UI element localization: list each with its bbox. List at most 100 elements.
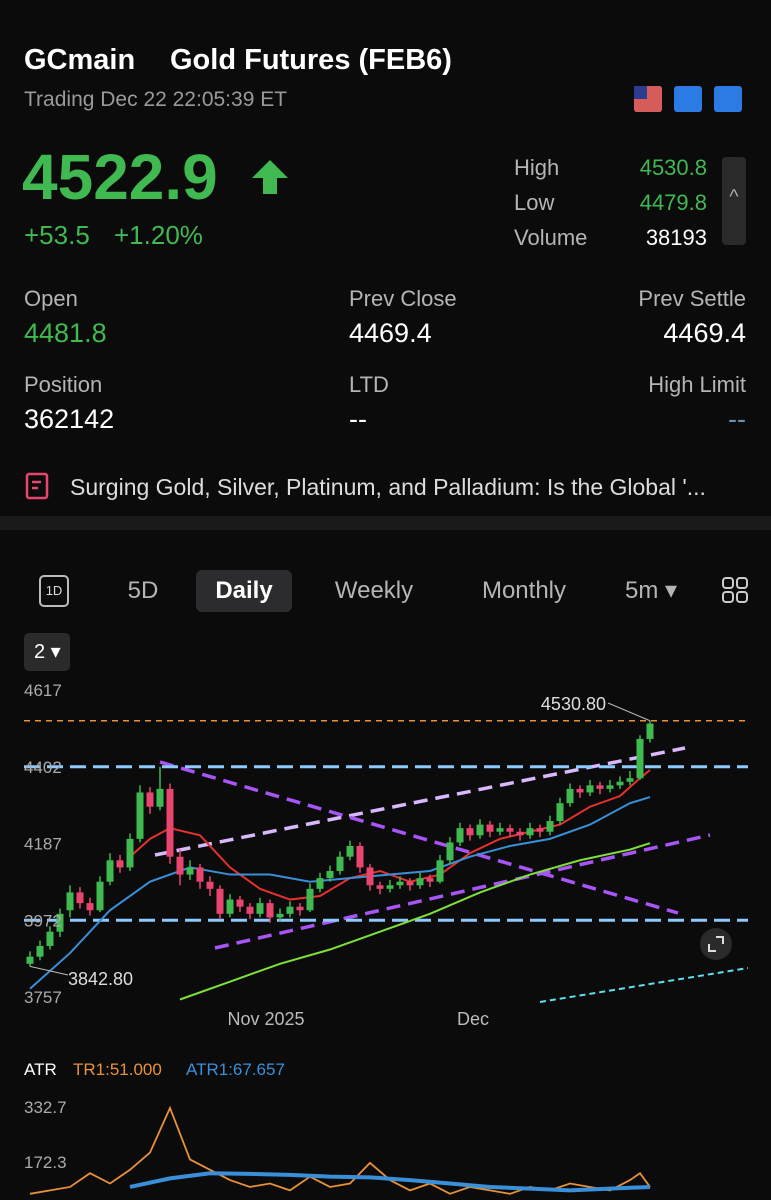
candle-body [136, 792, 144, 839]
candle-body [546, 821, 554, 832]
candle-body [436, 860, 444, 882]
summary-label: High [514, 155, 560, 180]
candle-body [266, 903, 274, 918]
x-tick-label: Nov 2025 [227, 1009, 304, 1029]
y-tick-label: 4187 [24, 835, 62, 854]
candle-body [396, 881, 404, 886]
status: Trading Dec 22 22:05:39 ET [24, 88, 288, 111]
candle-body [366, 867, 374, 886]
divider [0, 516, 771, 530]
candle-body [246, 906, 254, 914]
indicator-count[interactable]: 2 ▾ [24, 633, 70, 671]
candle-body [386, 885, 394, 889]
candle-body [376, 885, 384, 889]
price: 4522.9 [22, 141, 218, 213]
stat-value: -- [728, 404, 746, 434]
tab[interactable]: 5D [127, 577, 159, 604]
trend-lines [154, 746, 749, 1003]
candle-body [566, 788, 574, 804]
stat-value: 4469.4 [349, 318, 432, 348]
candle-body [606, 785, 614, 789]
layout-icon[interactable] [722, 577, 750, 605]
news-icon [25, 472, 49, 500]
badges [634, 86, 742, 112]
tab[interactable]: Monthly [481, 577, 567, 604]
candle-body [286, 906, 294, 914]
candle-body [506, 828, 514, 832]
stat-label: Prev Settle [638, 286, 746, 311]
summary-label: Low [514, 190, 555, 215]
candle-body [106, 860, 114, 882]
name: Gold Futures (FEB6) [170, 44, 452, 76]
candle-body [86, 903, 94, 911]
candle-body [46, 931, 54, 946]
stat-value: 4481.8 [24, 318, 107, 348]
candle-body [466, 828, 474, 836]
candle-body [76, 892, 84, 904]
tab[interactable]: Daily [196, 570, 292, 612]
atr-plot [29, 1105, 651, 1195]
tab-text: 5m [624, 577, 659, 604]
atr-title: ATR [24, 1060, 57, 1079]
summary-value: 38193 [645, 225, 707, 250]
x-tick-label: Dec [457, 1009, 489, 1029]
candle-body [66, 892, 74, 911]
summary-label: Volume [514, 225, 588, 250]
candle-body [146, 792, 154, 807]
candle-body [236, 899, 244, 907]
price-plot [24, 720, 748, 1001]
candle-body [636, 738, 644, 779]
candle-body [476, 824, 484, 836]
candle-body [526, 828, 534, 836]
candle-body [96, 881, 104, 911]
candle-body [456, 828, 464, 843]
candle-body [176, 856, 184, 875]
candle-body [296, 906, 304, 911]
tab[interactable]: 5m ▾ [624, 577, 678, 604]
candle-body [186, 867, 194, 875]
candle-body [596, 785, 604, 789]
atr-y-tick-label: 172.3 [24, 1153, 67, 1172]
stat-label: Open [24, 286, 78, 311]
summary-value: 4479.8 [639, 190, 707, 215]
collapse[interactable]: ^ [722, 157, 746, 245]
news[interactable]: Surging Gold, Silver, Platinum, and Pall… [70, 474, 706, 500]
candle-body [356, 845, 364, 868]
candle-body [406, 881, 414, 886]
max-pointer [607, 702, 651, 722]
min-pointer [29, 965, 69, 976]
expand-button[interactable] [700, 928, 732, 960]
max-label: 4530.80 [541, 694, 606, 714]
candle-body [586, 785, 594, 793]
candle-body [276, 913, 284, 918]
y-tick-label: 3972 [24, 911, 62, 930]
candle-body [486, 824, 494, 832]
candle-body [646, 723, 654, 739]
candle-body [496, 828, 504, 832]
candle-body [116, 860, 124, 868]
candle-body [336, 856, 344, 871]
moving-average [129, 769, 651, 901]
moving-average [29, 796, 651, 990]
candle-body [576, 788, 584, 793]
tab-1d[interactable]: 1D [39, 575, 69, 607]
candle-body [206, 881, 214, 889]
stat-value: 362142 [24, 404, 115, 434]
atr-y-tick-label: 332.7 [24, 1098, 67, 1117]
candle-body [556, 803, 564, 822]
candle-body [416, 878, 424, 886]
candle-body [536, 828, 544, 832]
indicator-count-text: 2 [34, 641, 46, 663]
candle-body [166, 788, 174, 857]
expand-icon [708, 936, 724, 952]
candle-body [36, 945, 44, 957]
atr-line [129, 1171, 651, 1193]
candle-body [316, 878, 324, 889]
candle-body [446, 842, 454, 861]
tab[interactable]: Weekly [334, 577, 414, 604]
candle-body [306, 888, 314, 911]
candle-body [26, 956, 34, 964]
candle-body [256, 903, 264, 914]
min-label: 3842.80 [68, 969, 133, 989]
